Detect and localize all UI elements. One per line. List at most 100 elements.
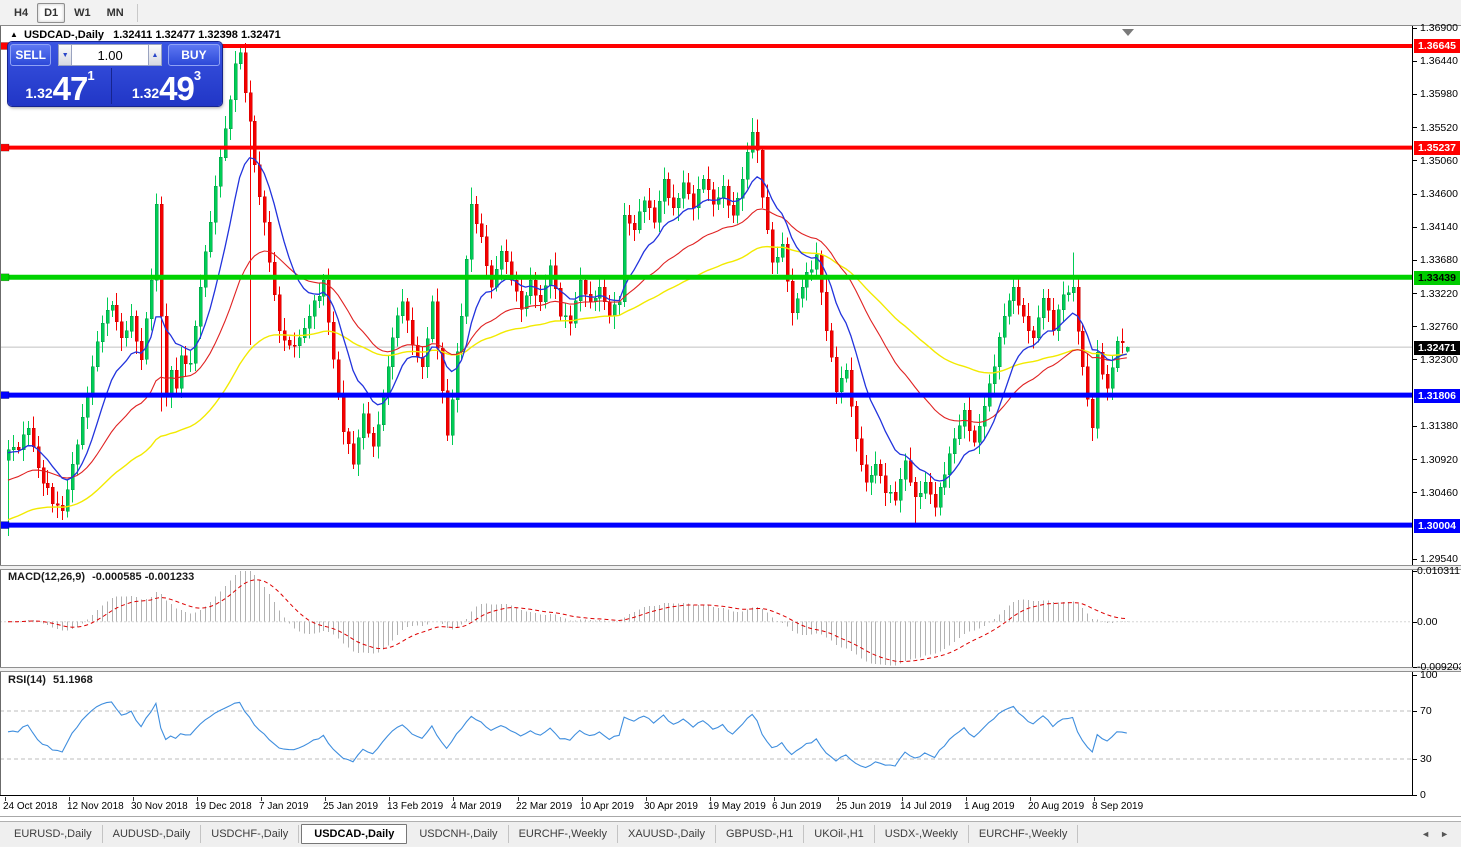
- buy-price-pip: 3: [193, 68, 202, 83]
- moving-averages-layer: [7, 157, 1127, 521]
- date-label: 24 Oct 2018: [3, 801, 58, 812]
- price-axis-label: 1.36440: [1420, 55, 1458, 67]
- buy-price-display[interactable]: 1.32 49 3: [113, 68, 220, 107]
- price-axis-label: 1.33220: [1420, 288, 1458, 300]
- candles-layer[interactable]: [6, 42, 1130, 537]
- price-axis-label: 1.29540: [1420, 553, 1458, 565]
- tabs-scroll-left-icon[interactable]: ◄: [1421, 829, 1431, 839]
- volume-decrease-button[interactable]: ▼: [58, 44, 73, 66]
- toolbar-separator: [136, 3, 138, 22]
- macd-axis-label: 0.00: [1417, 616, 1438, 628]
- ohlc-values: 1.32411 1.32477 1.32398 1.32471: [113, 29, 281, 41]
- rsi-axis-label: 70: [1420, 705, 1432, 717]
- chart-tab[interactable]: UKOil-,H1: [804, 825, 875, 843]
- price-axis-label: 1.35520: [1420, 122, 1458, 134]
- panel-divider[interactable]: [0, 667, 1461, 672]
- price-divider: [111, 68, 112, 104]
- price-axis-label: 1.35060: [1420, 155, 1458, 167]
- collapse-icon[interactable]: ▲: [10, 30, 18, 39]
- timeframe-button-h4[interactable]: H4: [7, 3, 35, 23]
- date-label: 13 Feb 2019: [387, 801, 444, 812]
- date-label: 20 Aug 2019: [1028, 801, 1085, 812]
- macd-axis-label: 0.010311: [1417, 565, 1461, 577]
- buy-price-prefix: 1.32: [131, 85, 160, 101]
- price-axis-label: 1.32300: [1420, 354, 1458, 366]
- date-label: 1 Aug 2019: [964, 801, 1015, 812]
- time-axis[interactable]: 24 Oct 2018 12 Nov 2018 30 Nov 2018 19 Dec …: [0, 797, 1461, 817]
- price-axis-label: 1.36900: [1420, 22, 1458, 34]
- date-label: 7 Jan 2019: [259, 801, 309, 812]
- price-axis-label: 1.32760: [1420, 321, 1458, 333]
- buy-price-main: 49: [159, 69, 195, 107]
- support-resistance-lines[interactable]: [0, 42, 1412, 529]
- chart-tab[interactable]: USDX-,Weekly: [875, 825, 969, 843]
- date-label: 19 Dec 2018: [195, 801, 252, 812]
- chart-tab[interactable]: USDCNH-,Daily: [409, 825, 509, 843]
- price-axis-label: 1.34140: [1420, 221, 1458, 233]
- main-chart-svg[interactable]: [0, 26, 1413, 797]
- date-label: 12 Nov 2018: [67, 801, 124, 812]
- panel-divider[interactable]: [0, 565, 1461, 570]
- date-label: 6 Jun 2019: [772, 801, 822, 812]
- date-label: 10 Apr 2019: [580, 801, 634, 812]
- volume-input[interactable]: [72, 44, 149, 66]
- price-axis-badge: 1.36645: [1414, 39, 1460, 53]
- rsi-label: RSI(14) 51.1968: [8, 674, 93, 686]
- price-axis-label: 1.35980: [1420, 88, 1458, 100]
- chart-tab[interactable]: GBPUSD-,H1: [716, 825, 805, 843]
- timeframe-button-mn[interactable]: MN: [100, 3, 131, 23]
- chart-title: ▲ USDCAD-,Daily 1.32411 1.32477 1.32398 …: [10, 29, 281, 41]
- chart-tab[interactable]: EURUSD-,Daily: [4, 825, 103, 843]
- price-axis-badge: 1.31806: [1414, 389, 1460, 403]
- price-axis-label: 1.34600: [1420, 188, 1458, 200]
- buy-button[interactable]: BUY: [167, 44, 220, 66]
- chart-tab[interactable]: USDCHF-,Daily: [201, 825, 300, 843]
- chart-tab[interactable]: EURCHF-,Weekly: [969, 825, 1079, 843]
- macd-signal-line: [8, 579, 1127, 663]
- date-label: 30 Apr 2019: [644, 801, 698, 812]
- symbol-period-label: USDCAD-,Daily: [23, 29, 105, 41]
- macd-axis-label: -0.009203: [1417, 661, 1461, 673]
- sell-price-display[interactable]: 1.32 47 1: [10, 68, 110, 107]
- price-axis-label: 1.30460: [1420, 487, 1458, 499]
- macd-histogram: [8, 571, 1128, 666]
- chart-tab[interactable]: AUDUSD-,Daily: [103, 825, 202, 843]
- chart-shift-marker-icon[interactable]: [1122, 29, 1134, 36]
- rsi-axis-label: 100: [1420, 669, 1438, 681]
- chart-tab[interactable]: USDCAD-,Daily: [301, 824, 408, 844]
- timeframe-toolbar: H4 D1 W1 MN: [0, 0, 1461, 26]
- date-label: 25 Jan 2019: [323, 801, 379, 812]
- chart-tab[interactable]: XAUUSD-,Daily: [618, 825, 716, 843]
- price-axis-badge: 1.32471: [1414, 341, 1460, 355]
- date-label: 22 Mar 2019: [516, 801, 573, 812]
- sell-price-main: 47: [52, 69, 89, 107]
- date-label: 4 Mar 2019: [451, 801, 502, 812]
- macd-label: MACD(12,26,9) -0.000585 -0.001233: [8, 571, 195, 583]
- price-axis-badge: 1.30004: [1414, 519, 1460, 533]
- timeframe-button-d1[interactable]: D1: [37, 2, 66, 23]
- sell-price-pip: 1: [87, 68, 95, 83]
- chart-window: ▲ USDCAD-,Daily 1.32411 1.32477 1.32398 …: [0, 22, 1461, 821]
- sell-price-prefix: 1.32: [25, 85, 53, 101]
- date-label: 8 Sep 2019: [1092, 801, 1144, 812]
- tabs-scroll-right-icon[interactable]: ►: [1440, 829, 1449, 839]
- date-label: 30 Nov 2018: [131, 801, 188, 812]
- price-axis-badge: 1.33439: [1414, 271, 1460, 285]
- date-label: 19 May 2019: [708, 801, 766, 812]
- price-axis[interactable]: 1.36900 1.36440 1.35980 1.35520 1.35060 1.346…: [1413, 22, 1461, 817]
- chart-tab[interactable]: EURCHF-,Weekly: [509, 825, 618, 843]
- triangle-up-icon: ▲: [151, 51, 159, 59]
- price-axis-label: 1.30920: [1420, 454, 1458, 466]
- price-axis-badge: 1.35237: [1414, 141, 1460, 155]
- chart-tab-bar: EURUSD-,Daily AUDUSD-,Daily USDCHF-,Daily U…: [0, 821, 1461, 846]
- timeframe-button-w1[interactable]: W1: [67, 3, 98, 23]
- price-axis-label: 1.33680: [1420, 254, 1458, 266]
- price-axis-label: 1.31380: [1420, 420, 1458, 432]
- rsi-line: [7, 701, 1127, 769]
- volume-increase-button[interactable]: ▲: [148, 44, 162, 66]
- rsi-axis-label: 30: [1420, 753, 1432, 765]
- rsi-axis-label: 0: [1420, 789, 1426, 801]
- date-label: 14 Jul 2019: [900, 801, 952, 812]
- date-label: 25 Jun 2019: [836, 801, 892, 812]
- sell-button[interactable]: SELL: [10, 44, 52, 66]
